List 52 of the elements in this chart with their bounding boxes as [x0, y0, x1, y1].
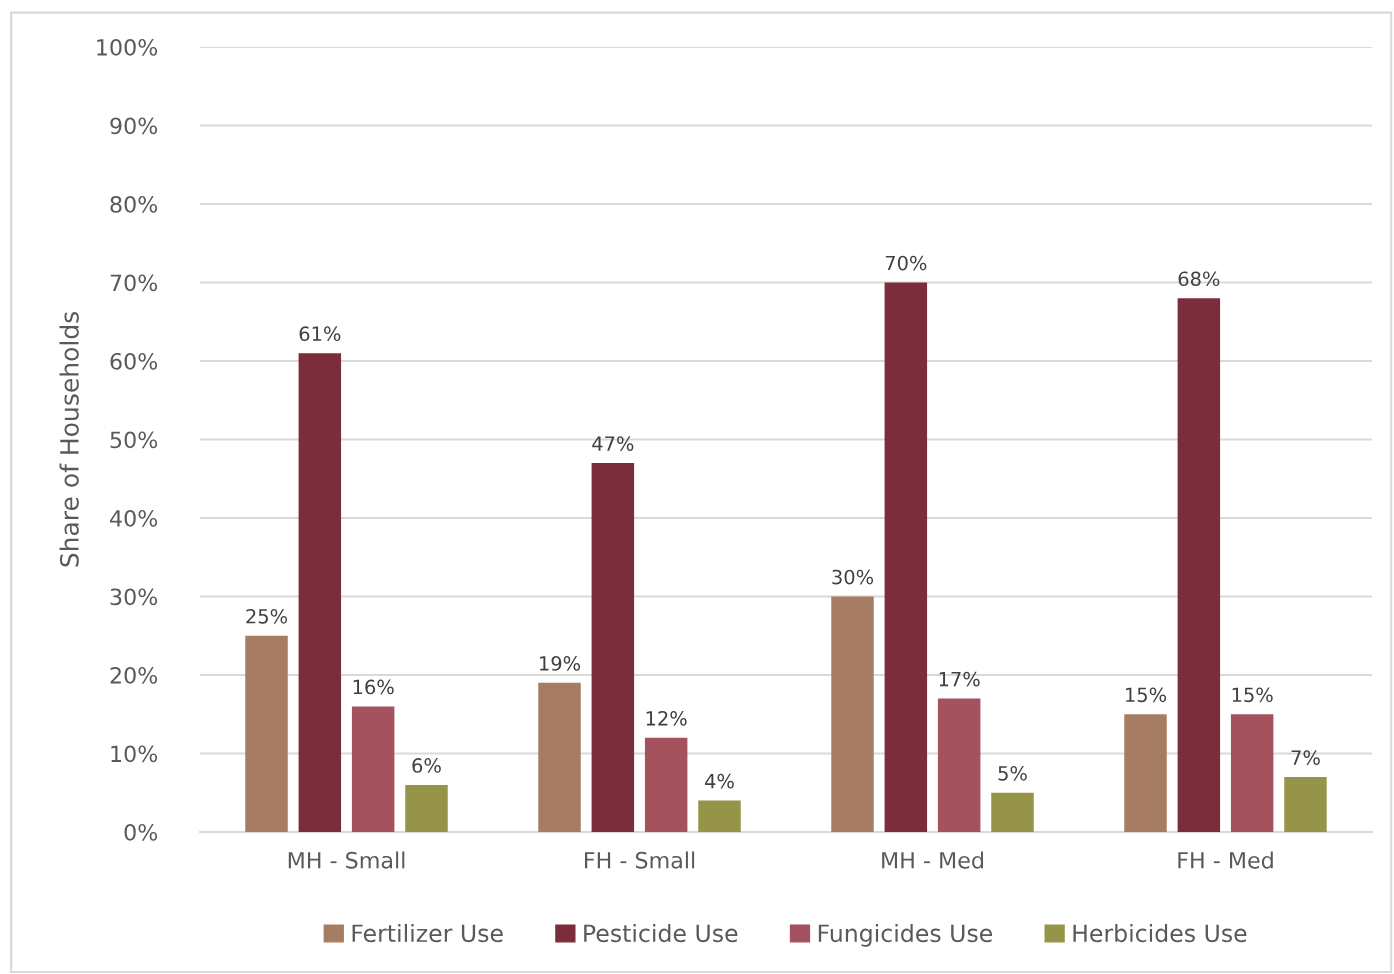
- bar: [405, 784, 448, 832]
- data-label: 25%: [246, 608, 288, 624]
- y-tick-label: 80%: [110, 195, 158, 213]
- data-label: 30%: [832, 569, 874, 585]
- data-label: 16%: [353, 679, 394, 695]
- data-label: 12%: [646, 710, 687, 726]
- legend-label: Herbicides Use: [1073, 923, 1247, 943]
- y-tick-label: 90%: [110, 117, 158, 135]
- data-label: 68%: [1178, 271, 1220, 287]
- x-tick-label: FH - Med: [1178, 851, 1273, 869]
- bar: [884, 282, 928, 832]
- bar: [698, 800, 741, 832]
- legend-label: Pesticide Use: [584, 923, 738, 943]
- bar: [298, 353, 342, 832]
- y-tick-label: 30%: [110, 588, 158, 606]
- bar: [245, 635, 288, 832]
- x-tick-label: MH - Med: [882, 851, 983, 869]
- data-label: 47%: [592, 436, 634, 451]
- bar: [644, 737, 688, 832]
- data-label: 19%: [540, 656, 581, 671]
- bar: [538, 682, 581, 832]
- y-tick-label: 10%: [111, 745, 158, 763]
- data-label: 15%: [1232, 687, 1273, 703]
- y-tick-label: 60%: [110, 352, 158, 370]
- bar: [937, 698, 981, 832]
- bar: [351, 706, 395, 832]
- data-label: 17%: [939, 671, 980, 687]
- data-label: 4%: [705, 773, 734, 789]
- y-tick-label: 20%: [110, 666, 158, 684]
- legend-label: Fungicides Use: [818, 923, 992, 947]
- y-tick-label: 70%: [110, 274, 158, 292]
- y-tick-label: 0%: [124, 823, 158, 841]
- data-label: 6%: [412, 758, 441, 773]
- bar: [991, 792, 1034, 832]
- y-tick-label: 40%: [110, 509, 158, 527]
- y-tick-label: 50%: [110, 431, 158, 449]
- bar: [1177, 298, 1221, 832]
- y-tick-label: 100%: [97, 38, 158, 56]
- y-axis-title: Share of Households: [59, 312, 79, 567]
- bar: [1230, 714, 1274, 832]
- bar: [1284, 777, 1327, 832]
- bar: [1124, 714, 1167, 832]
- bar: [831, 596, 874, 832]
- data-label: 61%: [299, 326, 341, 342]
- x-tick-label: MH - Small: [288, 851, 405, 869]
- bar: [591, 463, 635, 832]
- data-label: 15%: [1126, 687, 1167, 703]
- data-label: 70%: [885, 255, 927, 271]
- data-label: 7%: [1291, 750, 1320, 765]
- legend-label: Fertilizer Use: [352, 923, 503, 943]
- x-tick-label: FH - Small: [585, 851, 695, 869]
- data-label: 5%: [998, 765, 1027, 781]
